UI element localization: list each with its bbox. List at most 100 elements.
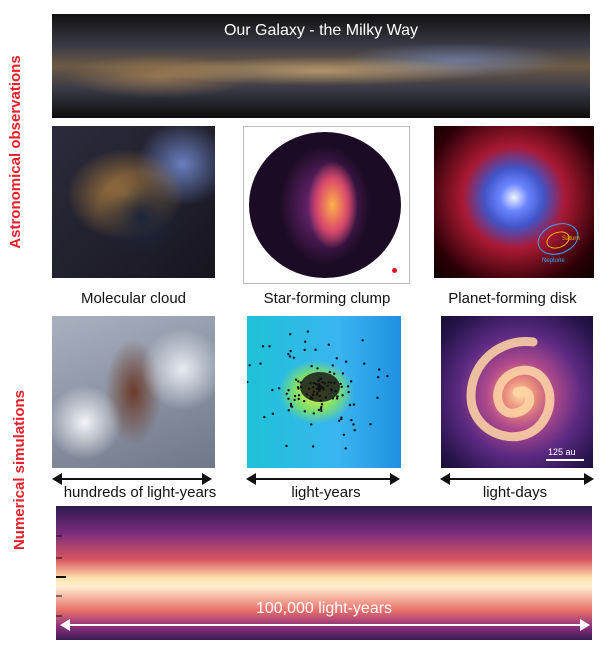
simulated-star [318, 395, 321, 398]
simulated-star [293, 398, 296, 402]
simulated-star [261, 345, 265, 348]
simulated-star [335, 397, 339, 400]
simulated-star [322, 386, 325, 390]
simulated-star [305, 393, 309, 396]
galaxy-scale-label: 100,000 light-years [255, 600, 393, 617]
simulated-star [344, 447, 347, 450]
simulated-star [333, 372, 336, 375]
observations-side-label: Astronomical observations [7, 55, 24, 249]
simulated-star [340, 416, 343, 419]
simulated-star [259, 362, 262, 365]
simulated-star [287, 409, 290, 412]
simulated-star [297, 387, 300, 390]
disk-scale-bar-label: 125 au [548, 447, 576, 457]
simulated-star [263, 415, 266, 419]
simulated-star [328, 370, 332, 374]
simulated-star [289, 402, 293, 406]
simulated-star [326, 384, 330, 387]
simulated-star [304, 340, 307, 343]
simulated-star [297, 380, 300, 383]
molecular-cloud-simulation-image [52, 316, 215, 468]
simulated-star [331, 397, 335, 400]
simulated-star [303, 410, 306, 413]
simulated-star [319, 399, 322, 402]
simulated-star [289, 333, 292, 336]
saturn-label: Saturn [562, 236, 580, 242]
simulated-star [317, 386, 321, 389]
simulated-star [330, 388, 334, 392]
galaxy-simulation-axis-ticks [56, 535, 66, 617]
simulated-star [271, 412, 275, 415]
simulated-star [315, 382, 318, 386]
star-forming-clump-label: Star-forming clump [263, 290, 391, 307]
simulated-star [350, 418, 353, 422]
simulated-star [349, 380, 353, 383]
simulated-star [287, 389, 290, 392]
simulated-star [309, 382, 312, 385]
molecular-cloud-observation-image [52, 126, 215, 278]
simulated-star [348, 403, 352, 407]
simulated-star [315, 393, 319, 396]
simulated-star [299, 381, 302, 384]
simulated-star [339, 382, 342, 386]
simulated-star [287, 397, 290, 400]
simulated-star [352, 403, 356, 406]
simulated-star [327, 381, 330, 384]
simulated-star [327, 343, 330, 346]
simulated-star [314, 348, 317, 351]
simulated-star [333, 381, 336, 385]
simulated-star [317, 408, 321, 412]
simulated-star [312, 382, 316, 385]
simulated-star [312, 412, 315, 415]
simulated-star [369, 423, 372, 426]
simulated-star [386, 374, 389, 378]
simulated-star [319, 407, 323, 411]
simulated-star [353, 429, 356, 432]
simulated-star [278, 387, 281, 390]
simulated-star [248, 364, 251, 367]
simulated-star [331, 364, 334, 367]
disk-scale-arrow [440, 473, 594, 485]
simulations-side-label: Numerical simulations [11, 389, 28, 551]
simulated-star [292, 356, 296, 359]
milky-way-title: Our Galaxy - the Milky Way [223, 22, 419, 39]
simulated-star [342, 433, 346, 436]
simulated-star [285, 444, 288, 448]
simulated-star [289, 349, 292, 353]
galaxy-scale-arrow [60, 619, 590, 631]
simulated-star [315, 387, 318, 390]
clump-scale-label: light-years [291, 484, 361, 501]
simulated-star [344, 360, 348, 363]
simulated-star [341, 394, 344, 397]
simulated-star [312, 390, 315, 393]
simulated-star [336, 395, 339, 398]
beam-marker [392, 268, 397, 273]
simulated-star [321, 381, 324, 384]
simulated-star [316, 367, 319, 370]
simulated-star [303, 399, 306, 403]
simulated-star [247, 380, 249, 384]
simulated-star [340, 385, 343, 388]
simulated-star [320, 409, 323, 413]
clump-scale-arrow [246, 473, 400, 485]
simulated-star [338, 419, 341, 422]
planet-forming-disk-label: Planet-forming disk [448, 290, 577, 307]
simulated-star [335, 357, 338, 360]
disk-scale-bar [546, 459, 584, 461]
simulated-star [361, 339, 364, 342]
simulated-star [271, 388, 274, 392]
simulated-stars-scatter [247, 330, 389, 450]
simulated-star [297, 397, 300, 401]
simulated-star [285, 392, 288, 395]
disk-scale-label: light-days [482, 484, 548, 501]
simulated-star [320, 403, 324, 406]
simulated-star [297, 394, 301, 397]
simulated-star [319, 385, 323, 388]
simulated-star [293, 394, 297, 398]
simulated-star [268, 345, 271, 348]
molecular-cloud-scale-label: hundreds of light-years [63, 484, 217, 501]
simulated-star [311, 445, 315, 448]
galaxy-simulation-image [56, 506, 592, 640]
simulated-star [317, 384, 320, 387]
simulated-star [290, 405, 294, 408]
